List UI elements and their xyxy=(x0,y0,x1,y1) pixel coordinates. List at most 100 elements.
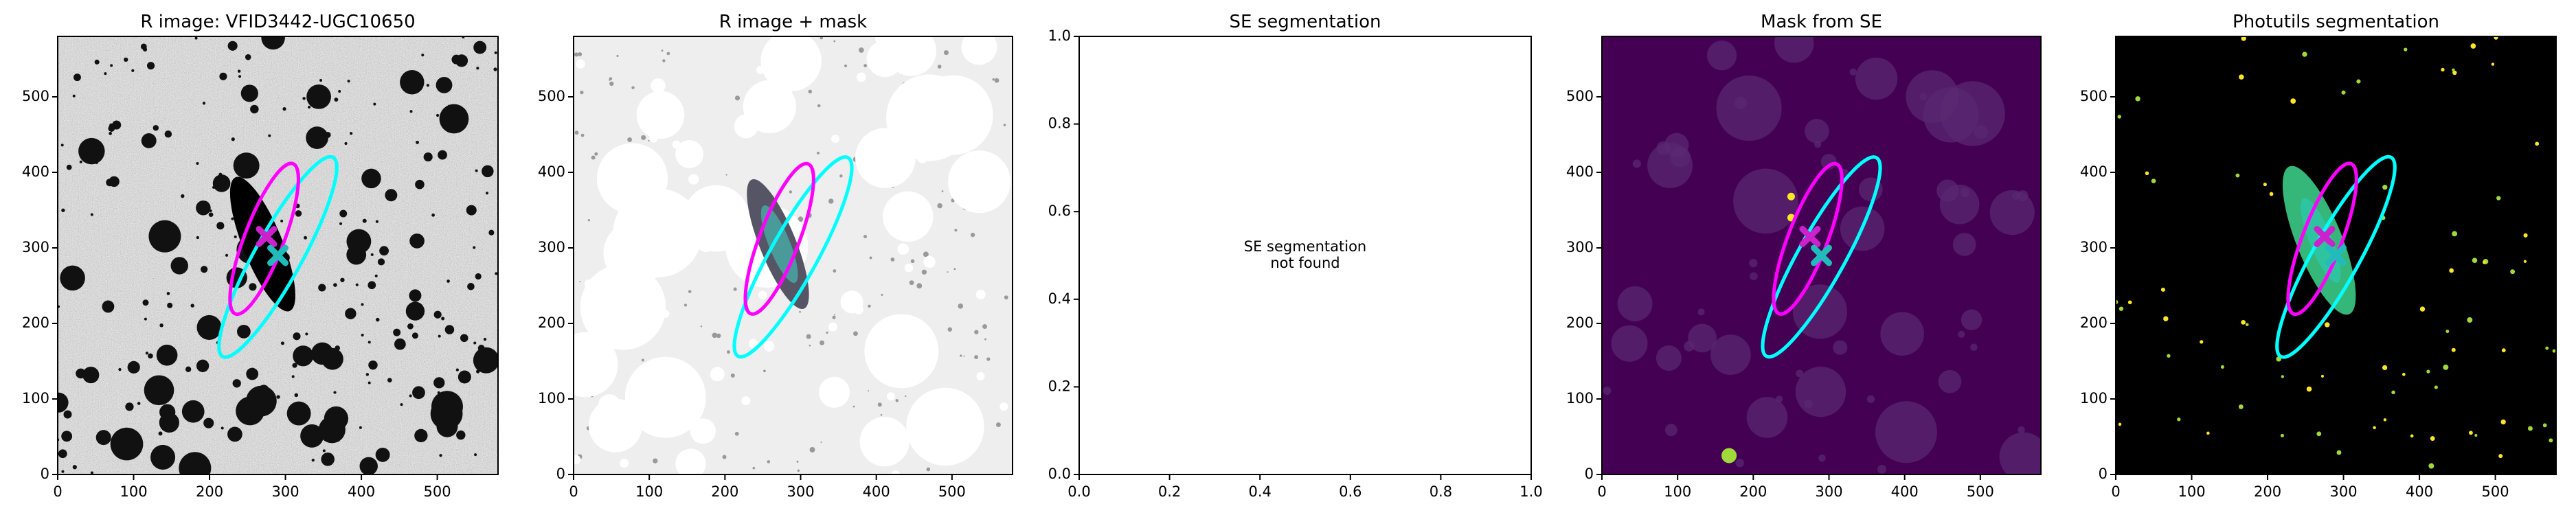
star xyxy=(94,59,100,65)
star xyxy=(414,428,428,443)
mask-blob xyxy=(741,396,751,406)
star xyxy=(167,302,173,308)
mask-blob xyxy=(1961,309,1982,330)
star xyxy=(245,54,251,60)
star xyxy=(268,134,271,137)
mask-blob xyxy=(1746,397,1788,438)
star xyxy=(362,218,367,223)
x-tick-label: 300 xyxy=(787,483,814,500)
source xyxy=(2356,79,2361,84)
y-tick-label: 300 xyxy=(1566,239,1594,255)
x-tick-label: 500 xyxy=(1967,483,1994,500)
star xyxy=(109,132,113,135)
source xyxy=(2545,346,2549,350)
star xyxy=(294,393,299,398)
speck xyxy=(833,314,835,316)
star xyxy=(411,332,418,339)
mask-blob xyxy=(1833,340,1848,355)
star xyxy=(368,341,371,344)
speck xyxy=(579,281,581,283)
aperture-ellipse xyxy=(743,161,815,316)
star xyxy=(249,283,257,291)
mask-blob xyxy=(1938,369,1962,393)
star xyxy=(72,94,76,98)
star xyxy=(225,253,229,257)
mask-blob xyxy=(1710,334,1751,375)
star xyxy=(293,332,301,341)
speck xyxy=(820,441,822,444)
speck xyxy=(1004,295,1008,300)
star xyxy=(304,236,308,240)
mask-blob xyxy=(1749,258,1758,268)
speck xyxy=(817,104,821,108)
source xyxy=(2245,323,2249,327)
star xyxy=(148,220,181,253)
star xyxy=(387,378,392,382)
source xyxy=(2163,316,2169,321)
x-tick-label: 100 xyxy=(1664,483,1691,500)
star xyxy=(456,430,466,440)
source xyxy=(2145,171,2149,176)
star xyxy=(359,426,362,429)
speck xyxy=(631,86,635,89)
speck xyxy=(641,135,646,140)
speck xyxy=(941,190,944,192)
star xyxy=(282,107,286,111)
speck xyxy=(574,52,579,57)
source xyxy=(2341,90,2346,95)
star xyxy=(345,308,357,319)
star xyxy=(156,344,178,366)
star xyxy=(209,209,212,213)
star xyxy=(409,233,425,249)
star xyxy=(311,458,315,462)
star xyxy=(261,36,285,50)
mask-blob xyxy=(574,332,618,398)
speck xyxy=(880,414,883,416)
source xyxy=(2263,182,2267,187)
source xyxy=(2290,98,2296,104)
source xyxy=(2470,43,2476,49)
star xyxy=(321,453,335,466)
source xyxy=(2269,192,2274,196)
speck xyxy=(982,324,987,329)
y-tick-label: 0.0 xyxy=(1048,466,1071,482)
star xyxy=(66,164,72,170)
source xyxy=(2496,196,2501,201)
image-area xyxy=(2116,36,2556,474)
axes-frame xyxy=(1601,36,2042,475)
mask-blob xyxy=(763,341,775,352)
star xyxy=(72,465,77,470)
y-tick-label: 0 xyxy=(1585,466,1594,482)
star xyxy=(359,457,378,474)
star xyxy=(331,366,335,369)
y-tick-label: 0 xyxy=(41,466,49,482)
mask-blob xyxy=(749,339,758,348)
star xyxy=(158,431,163,436)
source xyxy=(2316,431,2322,437)
star xyxy=(61,431,73,442)
speck xyxy=(960,354,962,357)
center-marker xyxy=(267,244,289,266)
star xyxy=(232,379,241,388)
star xyxy=(196,359,210,372)
speck xyxy=(909,280,914,286)
y-tick-label: 100 xyxy=(1566,390,1594,407)
mask-blob xyxy=(886,392,896,401)
speck xyxy=(881,293,883,296)
y-tick-label: 400 xyxy=(2080,163,2108,180)
speck xyxy=(937,65,942,69)
star xyxy=(58,392,69,413)
star xyxy=(346,244,367,265)
source xyxy=(2549,438,2553,443)
star xyxy=(280,219,284,222)
star xyxy=(140,43,147,50)
source xyxy=(2449,268,2454,273)
star xyxy=(201,266,208,273)
mask-blob xyxy=(828,322,838,332)
y-tick-label: 1.0 xyxy=(1048,27,1071,44)
y-tick-label: 400 xyxy=(538,163,565,180)
mask-blob xyxy=(1814,141,1822,148)
speck xyxy=(797,469,800,472)
mask-blob xyxy=(818,376,850,408)
star xyxy=(409,289,422,302)
